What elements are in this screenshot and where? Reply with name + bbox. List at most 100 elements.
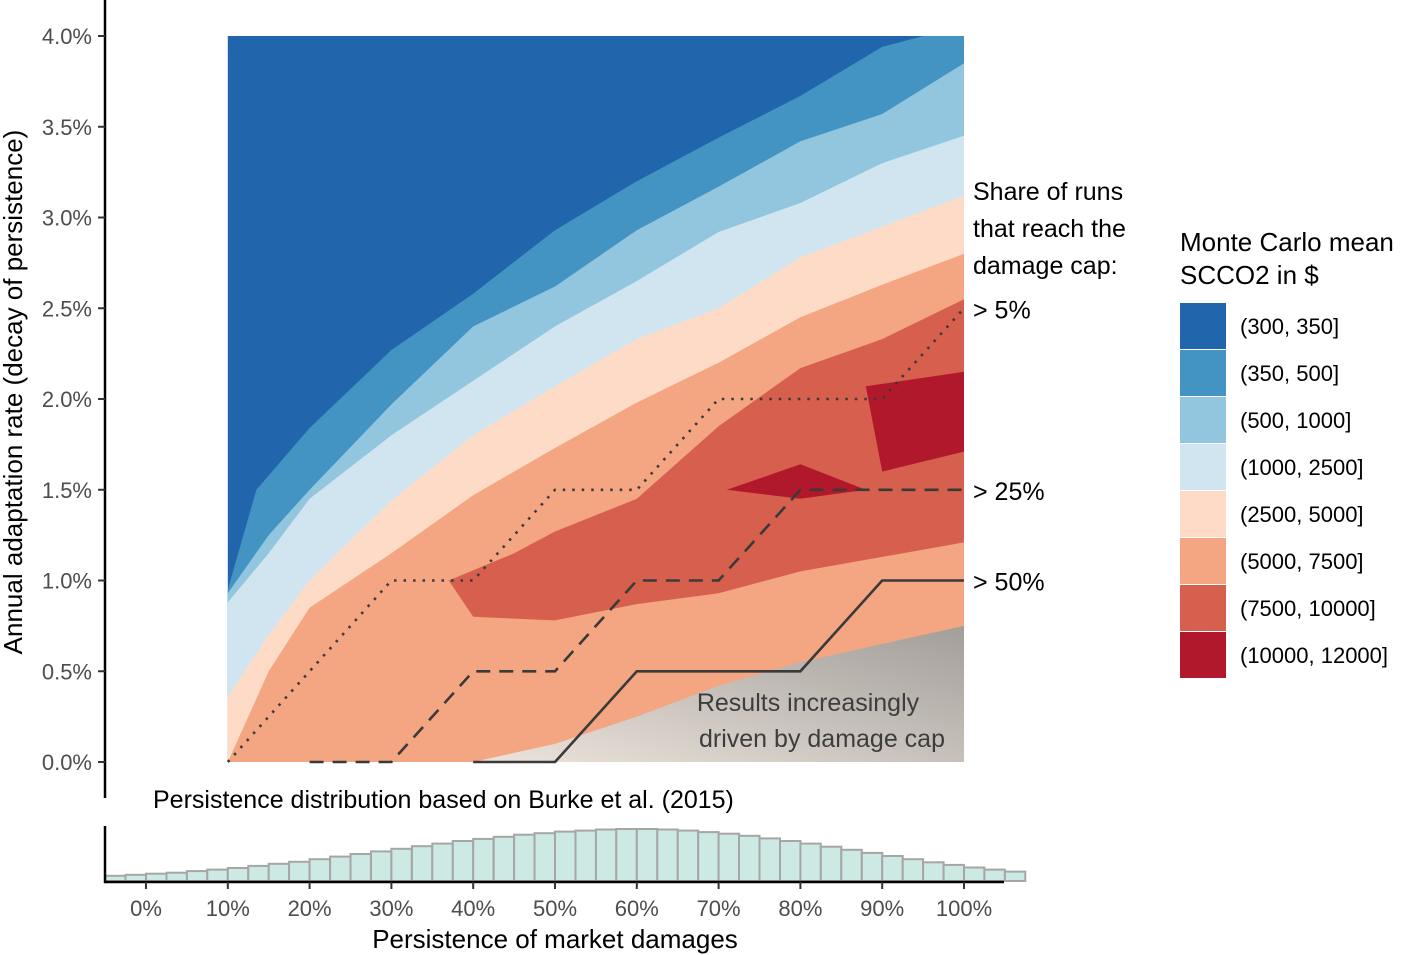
cap-line-solid [473,579,964,764]
x-tick-label: 60% [615,896,659,921]
region-cap-shading [473,625,964,762]
legend: Monte Carlo mean SCCO2 in $ (300, 350](3… [1180,227,1394,678]
histogram-bar [942,863,965,883]
histogram-bar [922,861,945,882]
cap-title-line-1: Share of runs [973,178,1123,206]
histogram-bar [983,868,1006,882]
y-tick-label: 0.0% [42,750,92,775]
histogram-bar [635,828,659,882]
histogram-bar [124,873,147,882]
legend-items: (300, 350] (350, 500] (500, 1000] (1000, 25… [1180,303,1388,678]
x-tick-label: 80% [778,896,822,921]
y-tick-label: 1.5% [42,478,92,503]
histogram-bar [206,868,229,882]
histogram-bar [349,853,372,882]
histogram-bar [1003,870,1027,882]
y-tick-label: 3.5% [42,115,92,140]
histogram-bar [554,830,577,882]
legend-swatch [1180,350,1226,396]
y-tick-label: 4.0% [42,24,92,49]
histogram-bar [676,829,700,882]
histogram-bar [799,842,822,882]
y-axis-label: Annual adaptation rate (decay of persist… [0,130,28,655]
cap-label-dashed: > 25% [973,478,1045,506]
histogram-bar [145,872,168,883]
histogram-bar [615,828,638,882]
y-tick-label: 0.5% [42,659,92,684]
x-ticks: 0% 10% 20% 30% 40% 50% 60% 70% 80% 90% 100% [130,882,992,921]
histogram-bar [104,874,127,882]
axes: 0.0% 0.5% 1.0% 1.5% 2.0% 2.5% 3.0% 3.5% 4.0% Ann… [0,0,107,798]
region-7500-10000 [448,299,964,621]
histogram-bar [451,840,475,882]
damage-cap-annotation: Results increasingly driven by damage ca… [697,689,945,753]
x-tick-label: 100% [936,896,992,921]
y-tick-label: 2.5% [42,296,92,321]
histogram-bar [533,832,556,883]
histogram-bar [185,870,209,882]
cap-share-title: Share of runs that reach the damage cap: [973,178,1126,280]
histogram-bar [267,862,291,882]
histogram-bar [329,855,352,882]
x-tick-label: 20% [288,896,332,921]
legend-label: (10000, 12000] [1240,643,1388,668]
cap-title-line-3: damage cap: [973,252,1118,280]
cap-line-labels: > 5% > 25% > 50% [973,296,1045,596]
cap-line-dashed [309,488,964,764]
annotation-line-2: driven by damage cap [699,725,945,753]
x-tick-label: 30% [369,896,413,921]
legend-swatch [1180,538,1226,584]
legend-title-line-2: SCCO2 in $ [1180,260,1319,290]
histogram-bar [513,833,536,883]
histogram-bar [717,832,741,883]
x-tick-label: 90% [860,896,904,921]
histogram-bar [574,829,597,882]
y-tick-label: 3.0% [42,206,92,231]
legend-label: (1000, 2500] [1240,455,1364,480]
region-10000-12000-b [726,464,866,499]
legend-label: (300, 350] [1240,314,1339,339]
y-ticks: 0.0% 0.5% 1.0% 1.5% 2.0% 2.5% 3.0% 3.5% 4.0% [42,24,105,775]
cap-label-dotted: > 5% [973,296,1031,324]
histogram-title: Persistence distribution based on Burke … [153,786,734,814]
histogram-bar [963,866,986,882]
histogram-bar [594,828,618,882]
cap-label-solid: > 50% [973,569,1045,597]
histogram-bar [758,837,781,883]
x-tick-label: 50% [533,896,577,921]
histogram-panel: Persistence distribution based on Burke … [103,786,1027,954]
histogram-bar [779,840,802,882]
legend-label: (2500, 5000] [1240,502,1364,527]
contour-layer [227,36,965,763]
legend-label: (350, 500] [1240,361,1339,386]
x-axis-label: Persistence of market damages [372,924,738,954]
x-tick-label: 10% [206,896,250,921]
x-tick-label: 40% [451,896,495,921]
histogram-bar [738,834,761,882]
histogram-bar [247,864,270,883]
histogram-bar [492,835,516,882]
histogram-bar [226,867,250,882]
legend-swatch [1180,444,1226,490]
y-tick-label: 1.0% [42,569,92,594]
histogram-bar [308,858,332,883]
histogram-bar [410,845,434,883]
histogram-bar [901,858,925,883]
histogram-bar [881,855,904,882]
legend-swatch [1180,397,1226,443]
legend-title-line-1: Monte Carlo mean [1180,227,1394,257]
cap-lines-layer [226,307,965,764]
legend-swatch [1180,491,1226,537]
region-10000-12000-a [865,371,964,472]
histogram-bar [165,871,188,883]
legend-swatch [1180,303,1226,349]
x-tick-label: 0% [130,896,162,921]
legend-label: (500, 1000] [1240,408,1351,433]
band-5000-7500 [227,253,965,763]
y-tick-label: 2.0% [42,387,92,412]
histogram-bar [819,845,843,883]
histogram-bar [390,847,413,882]
histogram-bar [860,851,884,883]
x-tick-label: 70% [697,896,741,921]
